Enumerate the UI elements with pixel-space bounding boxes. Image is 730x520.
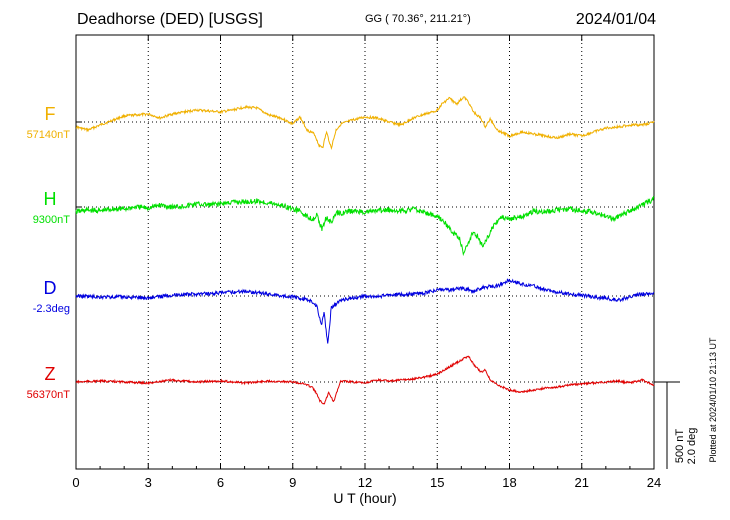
- x-tick-label: 9: [289, 475, 296, 490]
- plotted-at-label: Plotted at 2024/01/10 21:13 UT: [708, 337, 718, 463]
- scale-bar-deg-label: 2.0 deg: [686, 428, 698, 465]
- x-axis-label: U T (hour): [333, 490, 396, 506]
- series-baseline-z: 56370nT: [27, 389, 71, 401]
- x-tick-label: 6: [217, 475, 224, 490]
- x-axis-ticks: 0 3 6 9 12 15 18 21 24: [72, 35, 661, 490]
- x-tick-label: 24: [647, 475, 661, 490]
- series-labels: F 57140nT H 9300nT D -2.3deg Z 56370nT: [27, 104, 71, 401]
- series-line-f: [75, 96, 655, 151]
- series-group: [75, 96, 655, 405]
- grid-lines: [147, 35, 583, 469]
- series-baseline-h: 9300nT: [33, 214, 71, 226]
- series-baseline-d: -2.3deg: [33, 303, 70, 315]
- x-tick-label: 12: [358, 475, 372, 490]
- x-tick-label: 3: [145, 475, 152, 490]
- series-line-d: [75, 278, 655, 344]
- series-name-d: D: [44, 278, 57, 298]
- x-tick-label: 0: [72, 475, 79, 490]
- x-tick-label: 15: [430, 475, 444, 490]
- series-name-h: H: [44, 189, 57, 209]
- x-tick-label: 21: [575, 475, 589, 490]
- date-label: 2024/01/04: [576, 11, 656, 28]
- scale-bar-nt-label: 500 nT: [674, 429, 686, 464]
- station-title: Deadhorse (DED) [USGS]: [77, 11, 263, 28]
- series-baseline-f: 57140nT: [27, 129, 71, 141]
- coordinates-label: GG ( 70.36°, 211.21°): [365, 13, 471, 25]
- series-name-f: F: [45, 104, 56, 124]
- series-line-z: [75, 355, 655, 405]
- series-line-h: [75, 195, 655, 257]
- series-name-z: Z: [45, 364, 56, 384]
- x-tick-label: 18: [502, 475, 516, 490]
